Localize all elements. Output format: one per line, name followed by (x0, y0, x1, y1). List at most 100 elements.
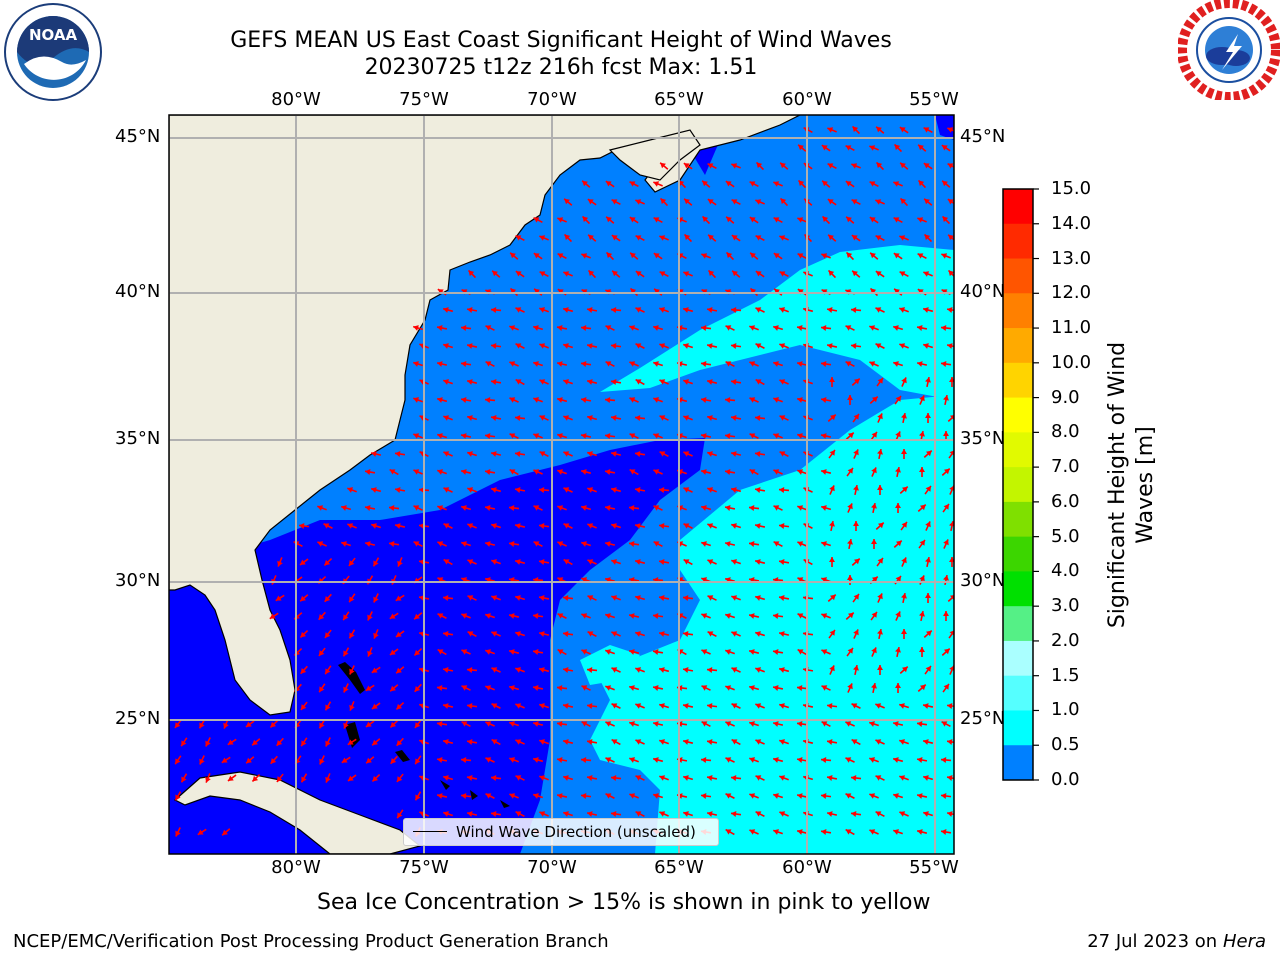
wave-direction-arrowhead (901, 557, 907, 564)
wave-direction-arrowhead (373, 596, 379, 603)
wave-direction-arrowhead (605, 469, 611, 475)
wave-direction-arrowhead (851, 343, 857, 349)
wave-direction-arrowhead (923, 163, 930, 169)
wave-direction-arrowhead (557, 613, 564, 619)
wave-direction-arrowhead (437, 289, 444, 295)
wave-direction-arrowhead (895, 395, 901, 402)
wave-direction-arrowhead (683, 667, 689, 673)
wave-direction-arrowhead (773, 541, 780, 547)
wave-direction-arrowhead (877, 485, 883, 490)
wave-direction-arrowhead (491, 451, 497, 457)
wave-direction-arrowhead (581, 397, 587, 403)
colorbar-segment (1003, 675, 1033, 711)
wave-direction-arrowhead (443, 343, 449, 349)
wave-direction-arrowhead (563, 271, 570, 277)
wave-direction-arrowhead (755, 487, 761, 493)
wave-direction-arrowhead (341, 757, 348, 763)
wave-direction-arrowhead (797, 829, 803, 835)
wave-direction-arrowhead (660, 198, 667, 205)
wave-direction-arrowhead (852, 270, 858, 277)
wave-direction-arrowhead (491, 415, 497, 421)
wave-direction-arrowhead (941, 721, 948, 727)
wave-direction-arrowhead (175, 794, 181, 801)
wave-direction-arrowhead (515, 739, 522, 745)
wave-direction-arrowhead (943, 503, 949, 510)
wave-direction-arrowhead (413, 361, 419, 367)
wave-direction-arrowhead (491, 379, 497, 385)
wave-direction-arrowhead (947, 127, 954, 133)
lon-label-top-80w: 80°W (271, 89, 321, 110)
wave-direction-arrowhead (875, 775, 882, 781)
wave-direction-arrowhead (923, 739, 929, 745)
wave-direction-arrowhead (581, 325, 587, 331)
wave-direction-arrowhead (373, 560, 379, 567)
colorbar-label-line2: Waves [m] (1133, 426, 1158, 544)
wave-direction-arrowhead (419, 487, 425, 493)
wave-direction-arrowhead (467, 523, 474, 529)
wave-direction-arrowhead (485, 613, 491, 619)
wave-direction-arrowhead (755, 775, 762, 781)
colorbar-tick-label: 2.0 (1051, 629, 1080, 651)
wave-direction-arrowhead (491, 739, 498, 745)
wave-direction-arrowhead (515, 307, 522, 313)
wave-direction-arrowhead (949, 485, 954, 491)
wave-direction-arrowhead (437, 685, 443, 691)
wave-direction-arrowhead (870, 252, 876, 259)
wave-direction-arrowhead (491, 523, 497, 529)
wave-direction-arrowhead (901, 486, 908, 493)
colorbar-segment (1003, 189, 1033, 225)
colorbar (1002, 188, 1039, 781)
wave-direction-arrowhead (485, 397, 491, 403)
wave-direction-arrowhead (587, 451, 593, 457)
wave-direction-arrowhead (539, 487, 545, 493)
wave-direction-arrowhead (319, 758, 325, 765)
colorbar-segment (1003, 745, 1033, 781)
wave-direction-arrowhead (821, 541, 827, 547)
wave-direction-arrowhead (437, 577, 444, 583)
wave-direction-arrowhead (725, 181, 732, 187)
wave-direction-arrowhead (437, 613, 444, 619)
wave-direction-arrowhead (683, 595, 689, 601)
wave-direction-arrowhead (533, 541, 540, 547)
wave-direction-arrowhead (899, 811, 906, 817)
wave-direction-arrowhead (563, 343, 569, 349)
svg-text:NOAA: NOAA (29, 26, 78, 44)
wave-direction-arrowhead (515, 235, 522, 241)
wave-direction-arrowhead (611, 595, 618, 601)
colorbar-tick-label: 9.0 (1051, 386, 1080, 408)
wave-direction-arrowhead (731, 487, 737, 493)
wave-direction-arrowhead (749, 397, 756, 403)
wave-direction-arrowhead (773, 181, 780, 187)
wave-direction-arrowhead (779, 559, 785, 565)
wave-direction-arrowhead (847, 395, 853, 400)
wave-direction-arrowhead (605, 361, 612, 367)
wave-direction-arrowhead (923, 127, 930, 133)
wave-direction-arrowhead (389, 469, 396, 475)
wave-direction-arrowhead (851, 703, 858, 709)
wave-direction-arrowhead (851, 235, 858, 241)
wave-direction-arrowhead (749, 217, 756, 223)
wave-direction-arrowhead (509, 685, 515, 691)
colorbar-tick-label: 7.0 (1051, 456, 1080, 478)
wave-direction-arrowhead (923, 271, 930, 277)
wave-direction-arrowhead (701, 613, 708, 619)
land-bahamas (338, 662, 510, 808)
wave-direction-arrowhead (467, 415, 473, 421)
wave-direction-arrowhead (773, 505, 780, 511)
wave-direction-arrowhead (437, 361, 443, 367)
lat-label-right-45n: 45°N (960, 126, 1006, 147)
wave-direction-arrowhead (605, 397, 611, 403)
wave-direction-arrowhead (325, 740, 331, 747)
wave-direction-arrowhead (949, 377, 954, 382)
wave-direction-arrowhead (347, 523, 354, 529)
wave-direction-arrowhead (485, 433, 491, 439)
wave-direction-arrowhead (779, 235, 786, 241)
wave-direction-arrowhead (349, 596, 355, 603)
wave-direction-arrowhead (563, 487, 570, 493)
wave-direction-arrowhead (413, 541, 420, 547)
wave-direction-arrowhead (557, 361, 563, 367)
wave-direction-arrowhead (845, 721, 852, 727)
wave-direction-arrowhead (515, 559, 521, 565)
wave-direction-arrowhead (749, 361, 756, 367)
wave-direction-arrowhead (413, 397, 420, 403)
